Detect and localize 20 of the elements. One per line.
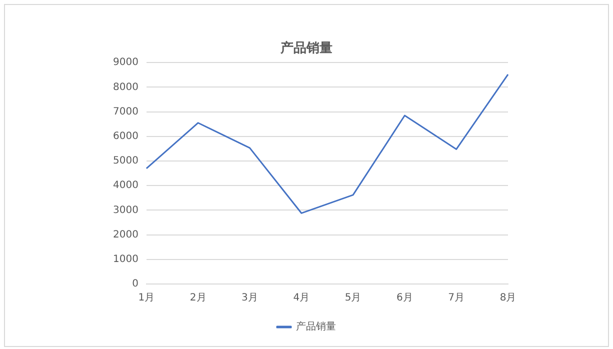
y-tick-label: 5000 (112, 156, 138, 167)
y-tick-label: 2000 (112, 229, 138, 240)
x-tick-label: 3月 (242, 292, 258, 304)
y-tick-label: 1000 (112, 254, 138, 265)
y-tick-label: 7000 (112, 106, 138, 118)
x-tick-label: 8月 (500, 292, 516, 304)
y-tick-label: 6000 (112, 130, 138, 142)
y-tick-label: 3000 (112, 204, 138, 216)
legend-label: 产品销量 (296, 320, 336, 333)
y-tick-label: 9000 (112, 57, 138, 68)
x-tick-label: 2月 (190, 292, 206, 304)
chart-title: 产品销量 (280, 40, 332, 56)
x-tick-label: 4月 (293, 292, 310, 304)
x-tick-label: 5月 (344, 292, 362, 304)
x-tick-label: 7月 (448, 292, 465, 304)
y-tick-label: 0 (132, 278, 138, 290)
x-tick-label: 1月 (138, 292, 155, 304)
x-tick-label: 6月 (396, 292, 413, 304)
y-tick-label: 8000 (112, 82, 138, 93)
y-tick-label: 4000 (112, 180, 138, 192)
